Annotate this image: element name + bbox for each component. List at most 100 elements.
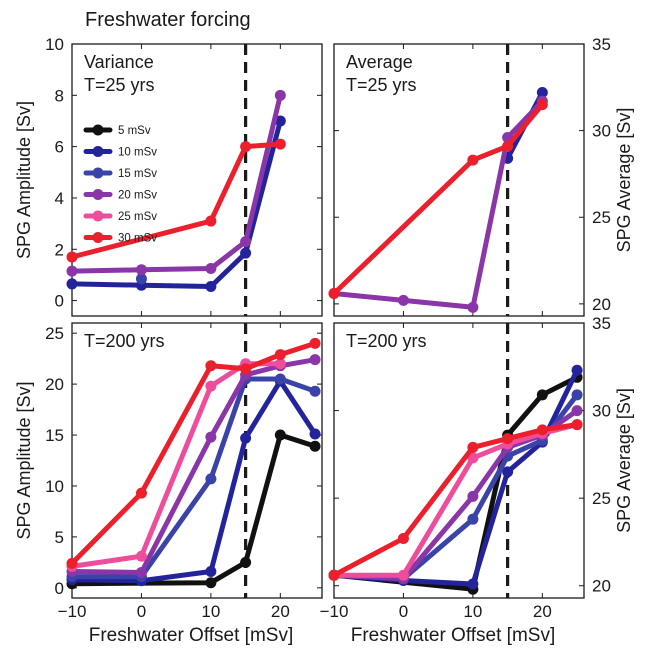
data-point <box>467 513 479 525</box>
data-point <box>309 385 321 397</box>
data-point <box>274 89 286 101</box>
data-point <box>467 578 479 590</box>
data-point <box>205 263 217 275</box>
data-point <box>205 566 217 578</box>
data-point <box>274 138 286 150</box>
series-line <box>69 376 318 580</box>
panel-annotation: Variance <box>84 52 154 72</box>
data-point <box>135 273 147 285</box>
legend-label: 15 mSv <box>118 168 157 180</box>
data-point <box>274 358 286 370</box>
y-tick-label: 8 <box>55 86 64 105</box>
y-tick-label: 25 <box>592 489 611 508</box>
y-tick-label: 5 <box>55 528 64 547</box>
series-line <box>69 378 318 584</box>
data-point <box>240 363 252 375</box>
x-tick-label: 20 <box>271 602 290 621</box>
y-axis-label: SPG Average [Sv] <box>614 388 634 533</box>
data-point <box>536 389 548 401</box>
legend-marker <box>92 189 104 200</box>
data-point <box>274 373 286 385</box>
y-tick-label: 15 <box>45 426 64 445</box>
legend-label: 20 mSv <box>118 190 157 202</box>
legend-marker <box>92 167 104 179</box>
y-tick-label: 20 <box>592 295 611 314</box>
x-tick-label: 20 <box>533 602 552 621</box>
data-point <box>205 280 217 292</box>
data-point <box>467 441 479 453</box>
panel-average-200: −10 0 10 20 20 25 30 35 SPG Average [Sv] T=200 yr… <box>320 314 634 621</box>
y-tick-label: 0 <box>55 579 64 598</box>
series-30-msv <box>66 138 286 263</box>
data-point <box>135 264 147 276</box>
panel-annotation: T=200 yrs <box>84 331 165 351</box>
data-point <box>274 115 286 127</box>
figure-title: Freshwater forcing <box>85 9 251 31</box>
legend-marker <box>92 232 104 243</box>
x-tick-label: 10 <box>463 602 482 621</box>
panel-annotation: T=25 yrs <box>346 75 417 95</box>
series-line <box>331 102 545 296</box>
panels: 0 2 4 6 8 10 SPG Amplitude [Sv] Variance T=25 yr… <box>14 35 634 621</box>
series-line <box>69 340 318 566</box>
x-tick-label: 10 <box>201 602 220 621</box>
series-30-msv <box>66 337 321 569</box>
legend: 5 mSv 10 mSv 15 mSv 20 mSv 25 mSv 30 mSv <box>83 124 157 245</box>
data-point <box>536 99 548 111</box>
data-point <box>328 287 340 299</box>
y-tick-label: 35 <box>592 35 611 54</box>
x-axis-label-left: Freshwater Offset [mSv] <box>89 625 293 646</box>
panel-average-25: 20 25 30 35 SPG Average [Sv] Average T=25 yrs <box>328 35 634 317</box>
data-point <box>135 567 147 579</box>
data-point <box>571 389 583 401</box>
y-tick-label: 35 <box>592 314 611 333</box>
data-point <box>397 294 409 306</box>
data-point <box>66 278 78 290</box>
legend-marker <box>92 124 104 136</box>
series-30-msv <box>328 419 583 581</box>
x-tick-label: 0 <box>399 602 408 621</box>
series-30-msv <box>328 99 548 299</box>
data-point <box>240 432 252 444</box>
data-point <box>502 140 514 152</box>
data-point <box>205 473 217 485</box>
data-point <box>274 349 286 361</box>
panel-annotation: T=200 yrs <box>346 331 427 351</box>
data-point <box>502 433 514 445</box>
y-tick-label: 20 <box>592 577 611 596</box>
panel-variance-25: 0 2 4 6 8 10 SPG Amplitude [Sv] Variance T=25 yr… <box>14 35 323 317</box>
legend-label: 25 mSv <box>118 211 157 223</box>
legend-label: 10 mSv <box>118 147 157 159</box>
legend-label: 30 mSv <box>118 233 157 245</box>
data-point <box>274 429 286 441</box>
data-point <box>66 265 78 277</box>
series-line <box>331 422 580 578</box>
data-point <box>205 380 217 392</box>
data-point <box>309 428 321 440</box>
series-15-msv <box>135 273 147 285</box>
data-point <box>571 419 583 431</box>
y-tick-label: 30 <box>592 122 611 141</box>
data-point <box>467 154 479 166</box>
data-point <box>205 577 217 589</box>
data-point <box>536 87 548 99</box>
data-point <box>397 532 409 544</box>
data-point <box>502 466 514 478</box>
data-point <box>205 215 217 227</box>
data-point <box>135 550 147 562</box>
series-line <box>69 357 318 575</box>
data-point <box>240 236 252 248</box>
data-point <box>309 337 321 349</box>
y-tick-label: 25 <box>592 208 611 227</box>
data-point <box>536 424 548 436</box>
data-point <box>571 364 583 376</box>
panel-annotation: Average <box>346 52 413 72</box>
y-axis-label: SPG Average [Sv] <box>614 108 634 253</box>
x-tick-label: −10 <box>320 602 349 621</box>
series-line <box>69 141 283 260</box>
data-point <box>205 360 217 372</box>
y-tick-label: 2 <box>55 240 64 259</box>
data-point <box>66 557 78 569</box>
x-tick-label: −10 <box>58 602 87 621</box>
